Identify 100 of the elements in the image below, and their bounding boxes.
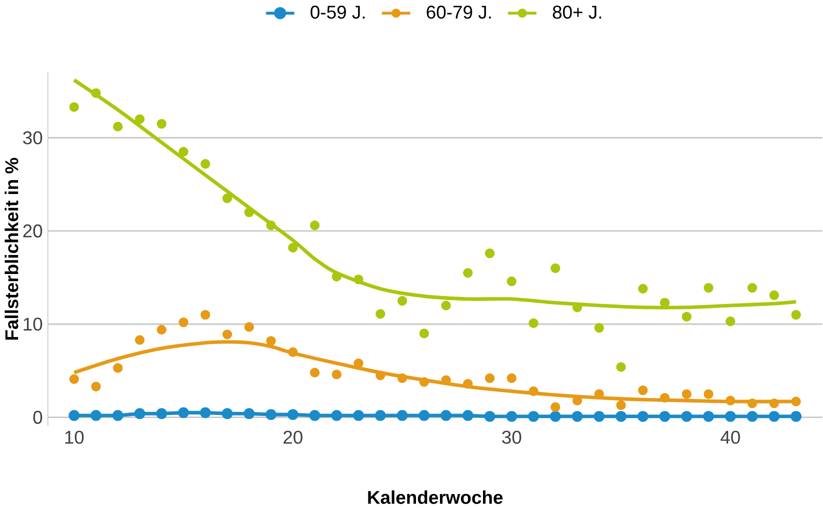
point bbox=[790, 411, 802, 422]
legend-label: 0-59 J. bbox=[310, 6, 365, 19]
point bbox=[528, 386, 538, 396]
point bbox=[769, 398, 779, 408]
point bbox=[528, 411, 539, 422]
point bbox=[440, 410, 452, 422]
point bbox=[90, 410, 102, 422]
point bbox=[200, 310, 210, 320]
point bbox=[266, 336, 276, 346]
point bbox=[550, 411, 561, 422]
point bbox=[616, 400, 626, 410]
point bbox=[463, 268, 473, 278]
point bbox=[550, 264, 560, 274]
point bbox=[112, 410, 124, 422]
point bbox=[791, 396, 801, 406]
point bbox=[266, 220, 276, 230]
point bbox=[506, 411, 518, 422]
point bbox=[463, 379, 473, 389]
point bbox=[747, 283, 758, 293]
point bbox=[419, 377, 429, 387]
point bbox=[441, 300, 451, 310]
point bbox=[746, 411, 758, 422]
point bbox=[200, 159, 210, 169]
point bbox=[309, 410, 320, 422]
point bbox=[660, 393, 670, 403]
line-series bbox=[72, 78, 798, 310]
point bbox=[484, 374, 495, 384]
point bbox=[616, 362, 626, 372]
point bbox=[91, 88, 101, 98]
point bbox=[418, 410, 430, 422]
point bbox=[376, 309, 386, 319]
y-axis-title: Fallsterblichkeit in % bbox=[4, 158, 18, 340]
point bbox=[704, 389, 714, 400]
point bbox=[374, 410, 386, 422]
point bbox=[638, 284, 648, 294]
point bbox=[178, 147, 188, 157]
point bbox=[222, 408, 233, 420]
point bbox=[310, 368, 320, 378]
point bbox=[528, 318, 538, 328]
point bbox=[484, 411, 496, 422]
point bbox=[572, 411, 583, 422]
point bbox=[396, 410, 408, 422]
point bbox=[726, 316, 736, 326]
point bbox=[331, 410, 342, 422]
point bbox=[113, 122, 123, 132]
point bbox=[156, 408, 168, 420]
point bbox=[769, 290, 779, 300]
point bbox=[332, 370, 342, 380]
y-tick-label: 0 bbox=[33, 410, 42, 424]
point bbox=[419, 328, 429, 338]
legend-label: 60-79 J. bbox=[426, 6, 491, 19]
point bbox=[506, 276, 516, 286]
point bbox=[244, 408, 255, 420]
x-axis-title: Kalenderwoche bbox=[368, 490, 503, 504]
point bbox=[376, 370, 386, 380]
point bbox=[156, 119, 166, 129]
point bbox=[68, 410, 80, 422]
point bbox=[310, 220, 320, 230]
point bbox=[178, 407, 189, 418]
point bbox=[682, 389, 692, 400]
point bbox=[69, 374, 79, 384]
x-tick-label: 20 bbox=[284, 430, 302, 444]
y-tick-label: 10 bbox=[24, 318, 42, 331]
point bbox=[638, 386, 648, 396]
point bbox=[354, 274, 364, 284]
point bbox=[332, 272, 342, 282]
point bbox=[134, 408, 146, 420]
point bbox=[288, 243, 298, 253]
point bbox=[682, 312, 692, 322]
point bbox=[594, 411, 605, 422]
point bbox=[550, 402, 560, 412]
y-tick-label: 30 bbox=[23, 131, 42, 144]
point bbox=[222, 330, 232, 340]
point bbox=[703, 411, 714, 422]
point bbox=[462, 410, 474, 422]
point bbox=[397, 296, 408, 306]
point bbox=[681, 411, 692, 422]
point bbox=[484, 248, 495, 258]
point bbox=[156, 325, 166, 335]
point bbox=[266, 409, 276, 420]
point bbox=[288, 347, 298, 358]
point bbox=[659, 411, 670, 422]
point bbox=[768, 411, 780, 422]
point bbox=[91, 382, 101, 392]
point bbox=[724, 411, 736, 422]
x-tick-label: 30 bbox=[502, 430, 522, 444]
point bbox=[178, 318, 188, 328]
point bbox=[134, 335, 145, 345]
point bbox=[747, 398, 758, 408]
y-tick-label: 20 bbox=[23, 224, 42, 238]
point bbox=[244, 208, 254, 218]
point bbox=[637, 411, 648, 422]
point bbox=[134, 114, 145, 124]
x-tick-label: 40 bbox=[720, 430, 740, 444]
point bbox=[354, 358, 364, 368]
point bbox=[616, 411, 626, 422]
point bbox=[594, 323, 604, 333]
point bbox=[397, 374, 408, 384]
point bbox=[113, 363, 123, 373]
point bbox=[506, 374, 516, 384]
